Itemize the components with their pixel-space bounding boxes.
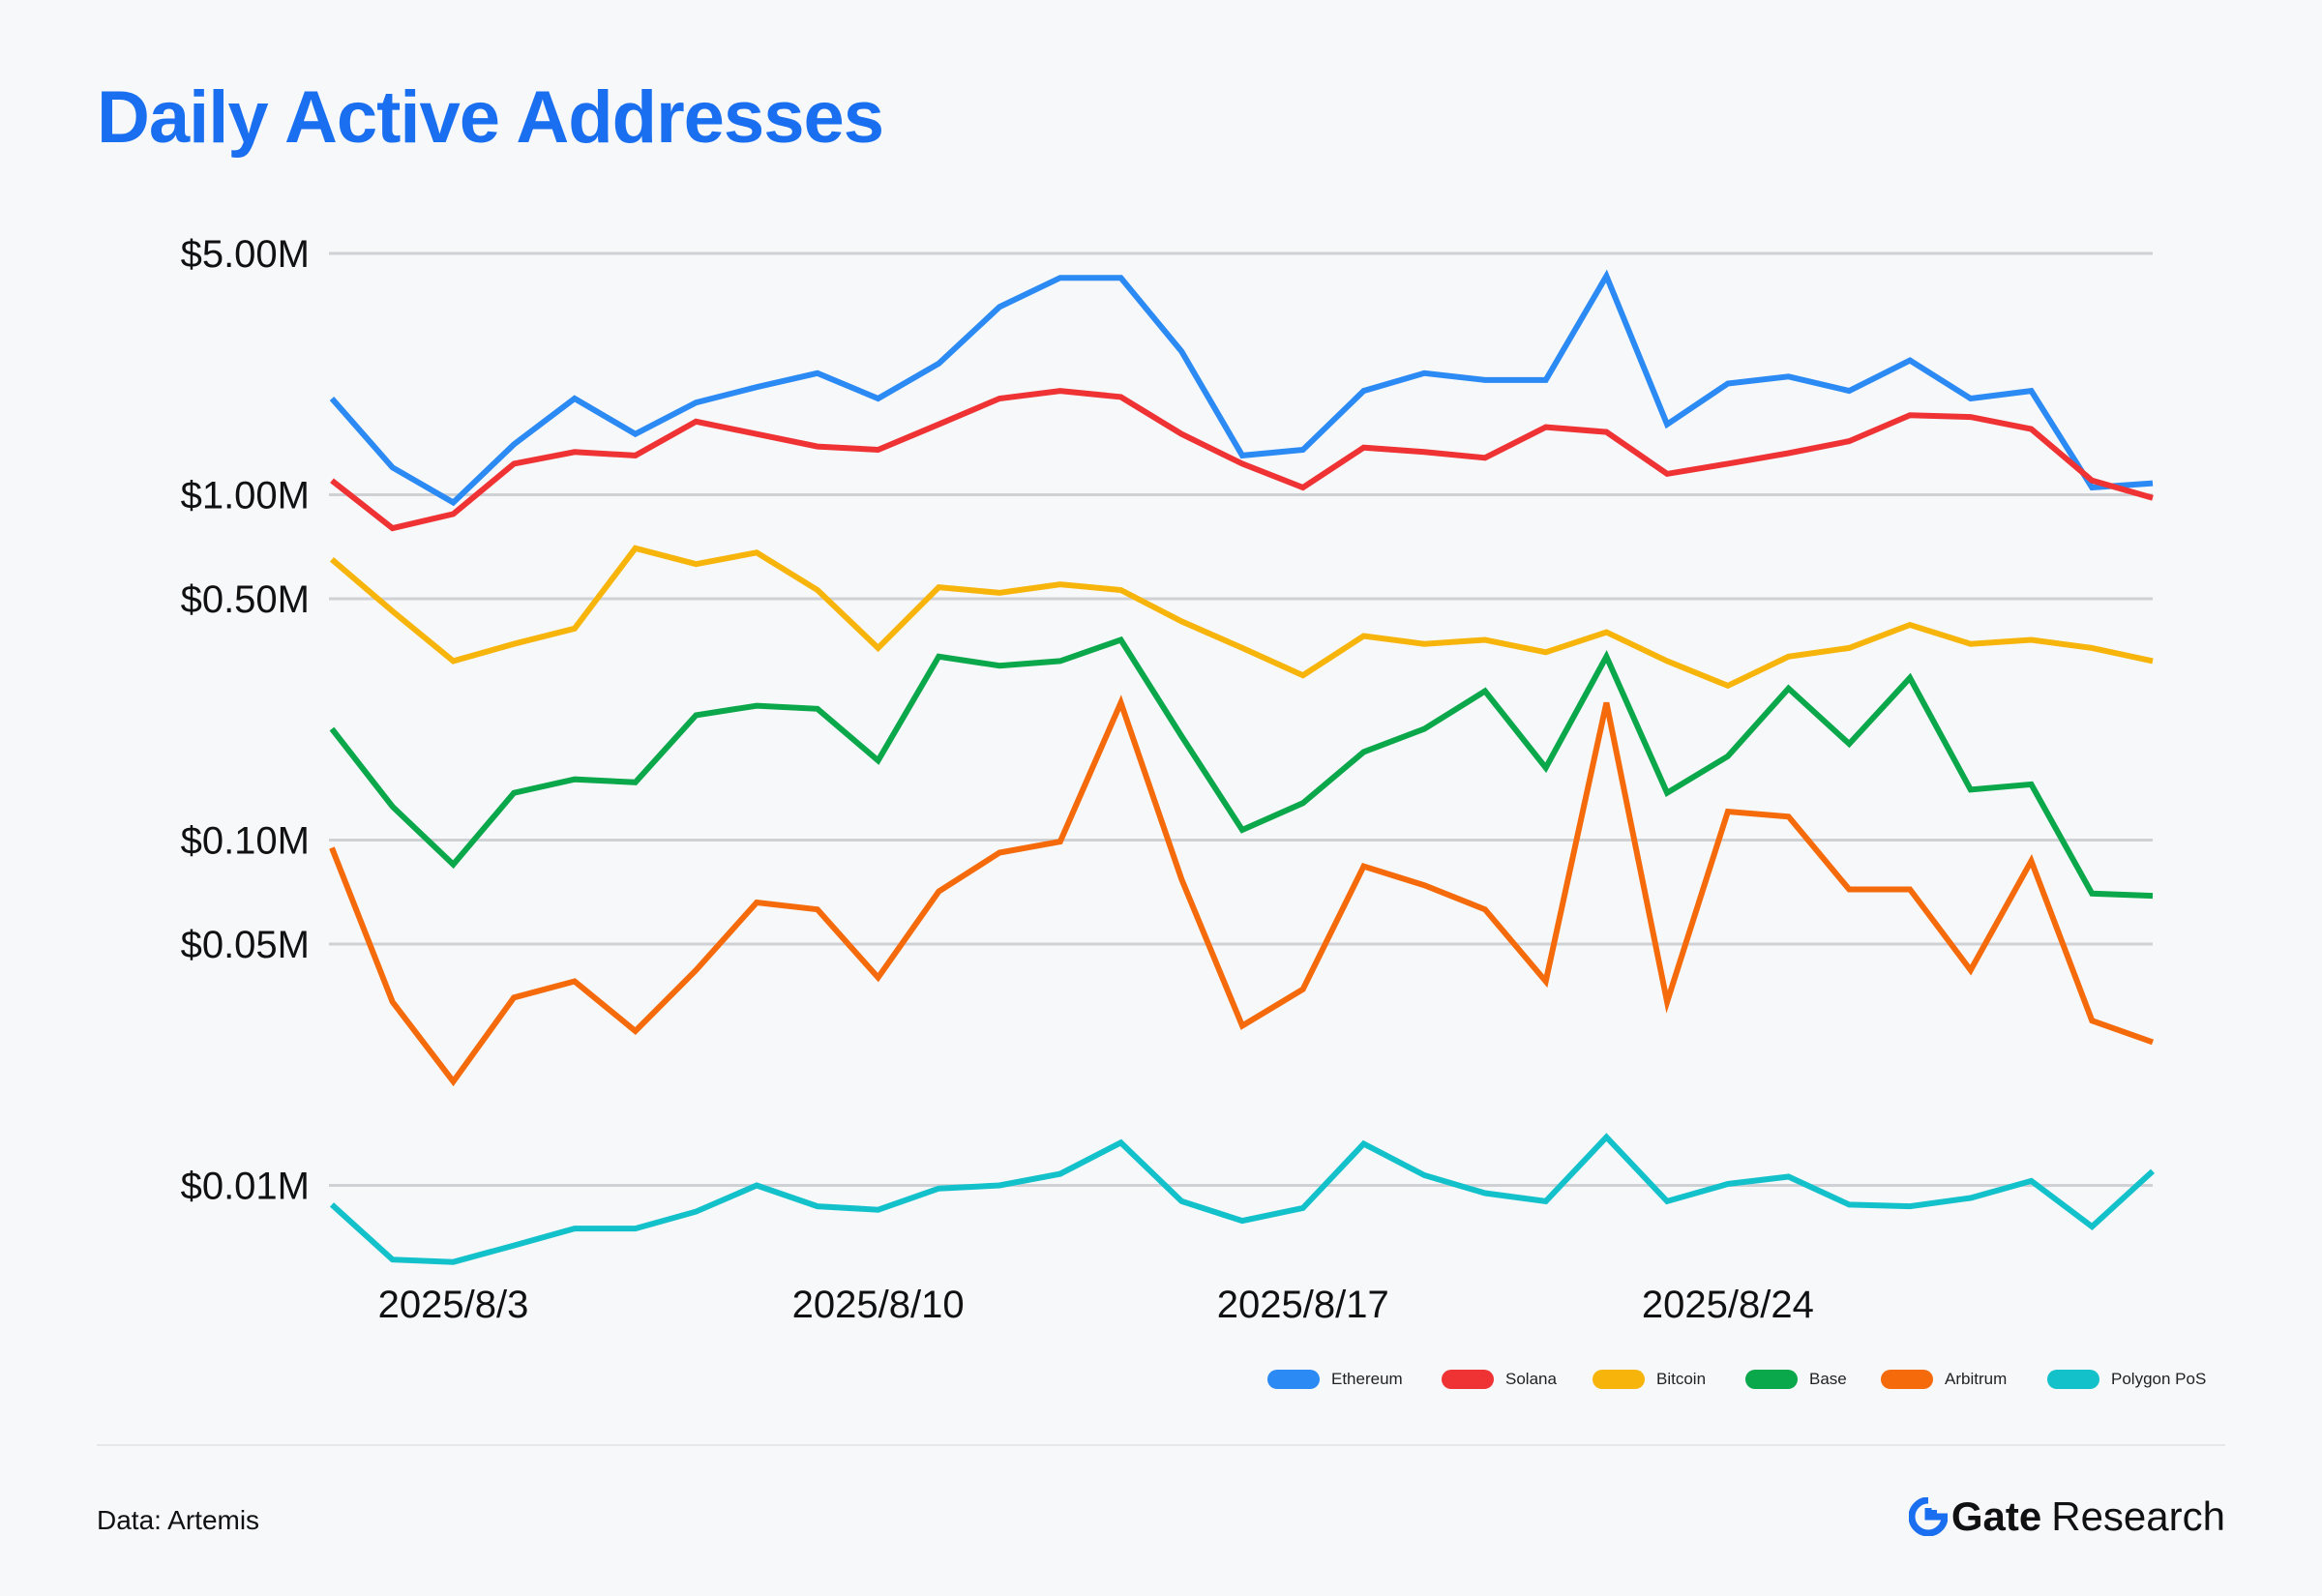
y-tick-label: $5.00M bbox=[181, 233, 310, 276]
legend-label: Solana bbox=[1505, 1370, 1557, 1388]
legend-swatch bbox=[1593, 1370, 1645, 1389]
series-line-base bbox=[329, 635, 2154, 900]
data-source: Data: Artemis bbox=[97, 1505, 260, 1535]
legend-label: Bitcoin bbox=[1656, 1370, 1706, 1388]
legend-item: Ethereum bbox=[1267, 1370, 1403, 1389]
legend-item: Bitcoin bbox=[1593, 1370, 1706, 1389]
legend-item: Polygon PoS bbox=[2047, 1370, 2206, 1389]
legend-swatch bbox=[1267, 1370, 1320, 1389]
series-line-bitcoin bbox=[330, 545, 2154, 690]
series-lines bbox=[329, 269, 2156, 1265]
y-tick-label: $0.10M bbox=[181, 820, 310, 863]
legend-swatch bbox=[1442, 1370, 1494, 1389]
legend-label: Polygon PoS bbox=[2111, 1370, 2206, 1388]
line-chart: $5.00M $1.00M $0.50M $0.10M $0.05M $0.01M 202… bbox=[181, 233, 2206, 1389]
footer-divider bbox=[97, 1444, 2225, 1446]
y-tick-label: $1.00M bbox=[181, 475, 310, 517]
legend: Ethereum Solana Bitcoin Base Arbitrum Polygon… bbox=[1267, 1370, 2206, 1389]
x-tick-label: 2025/8/24 bbox=[1642, 1284, 1814, 1326]
x-tick-label: 2025/8/3 bbox=[378, 1284, 529, 1326]
series-line-arbitrum bbox=[329, 695, 2155, 1087]
gridlines bbox=[329, 251, 2153, 1188]
gate-logo-icon bbox=[1908, 1497, 1948, 1536]
series-line-solana bbox=[330, 388, 2154, 532]
y-tick-label: $0.05M bbox=[181, 924, 310, 966]
series-line-polygon-pos bbox=[329, 1133, 2156, 1265]
x-axis-ticks: 2025/8/3 2025/8/10 2025/8/17 2025/8/24 bbox=[378, 1284, 1814, 1326]
brand-subtitle: Research bbox=[2051, 1493, 2225, 1539]
legend-item: Base bbox=[1745, 1370, 1847, 1389]
legend-swatch bbox=[1745, 1370, 1798, 1389]
brand-name: Gate bbox=[1950, 1493, 2042, 1539]
y-tick-label: $0.01M bbox=[181, 1166, 310, 1208]
x-tick-label: 2025/8/10 bbox=[792, 1284, 965, 1326]
legend-swatch bbox=[1881, 1370, 1933, 1389]
y-tick-label: $0.50M bbox=[181, 578, 310, 621]
series-line-ethereum bbox=[329, 269, 2154, 507]
y-axis-ticks: $5.00M $1.00M $0.50M $0.10M $0.05M $0.01M bbox=[181, 233, 310, 1208]
x-tick-label: 2025/8/17 bbox=[1217, 1284, 1389, 1326]
legend-item: Arbitrum bbox=[1881, 1370, 2007, 1389]
brand-logo: Gate Research bbox=[1908, 1493, 2225, 1540]
legend-label: Base bbox=[1809, 1370, 1847, 1388]
legend-label: Ethereum bbox=[1331, 1370, 1403, 1388]
legend-label: Arbitrum bbox=[1945, 1370, 2007, 1388]
legend-swatch bbox=[2047, 1370, 2099, 1389]
legend-item: Solana bbox=[1442, 1370, 1557, 1389]
page-title: Daily Active Addresses bbox=[97, 76, 884, 159]
